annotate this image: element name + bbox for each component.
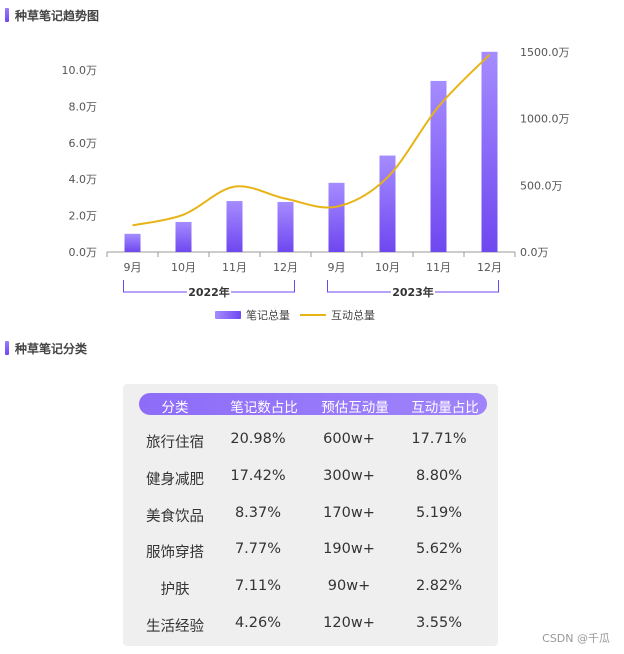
bar-notes-3 — [277, 201, 294, 252]
cell-est-interaction: 600w+ — [323, 431, 375, 447]
cell-category: 生活经验 — [146, 619, 204, 635]
title-accent-bar — [5, 341, 9, 355]
cell-interaction-share: 3.55% — [415, 615, 463, 631]
y-right-tick-label: 500.0万 — [520, 179, 563, 192]
cell-category: 健身减肥 — [146, 472, 204, 488]
header-category: 分类 — [161, 400, 189, 416]
cell-note-share: 7.11% — [234, 578, 282, 594]
cell-category: 护肤 — [160, 582, 190, 598]
cell-note-share: 4.26% — [234, 615, 282, 631]
cell-est-interaction: 90w+ — [327, 578, 371, 594]
legend-label-interaction: 互动总量 — [331, 308, 375, 322]
cell-note-share: 8.37% — [234, 505, 282, 521]
bar-notes-4 — [328, 182, 345, 252]
group-label: 2022年 — [188, 285, 230, 299]
legend-label-notes: 笔记总量 — [246, 308, 290, 322]
cell-interaction-share: 5.62% — [415, 541, 463, 557]
cell-interaction-share: 2.82% — [415, 578, 463, 594]
table-row: 服饰穿搭 7.77% 190w+ 5.62% — [123, 541, 498, 561]
y-right-tick-label: 0.0万 — [520, 246, 549, 259]
y-right-tick-label: 1500.0万 — [520, 46, 570, 59]
bar-notes-7 — [481, 51, 498, 252]
y-right-tick-label: 1000.0万 — [520, 113, 570, 126]
group-label-bg — [187, 285, 231, 299]
table-row: 旅行住宿 20.98% 600w+ 17.71% — [123, 431, 498, 451]
bar-notes-2 — [226, 201, 243, 252]
bar-notes-0 — [124, 233, 141, 252]
x-tick-label: 11月 — [426, 261, 451, 274]
legend-swatch-bar — [215, 311, 241, 319]
cell-note-share: 7.77% — [234, 541, 282, 557]
x-tick-label: 11月 — [222, 261, 247, 274]
title-accent-bar — [5, 8, 9, 22]
cell-est-interaction: 300w+ — [323, 468, 375, 484]
category-section-title: 种草笔记分类 — [5, 340, 87, 356]
category-title-text: 种草笔记分类 — [15, 341, 88, 356]
trend-chart: 0.0万 2.0万 4.0万 6.0万 8.0万 10.0万 0.0万 500.0万 1000.… — [62, 46, 570, 322]
x-tick-label: 10月 — [171, 261, 196, 274]
cell-category: 美食饮品 — [146, 509, 204, 525]
cell-note-share: 20.98% — [230, 431, 286, 447]
cell-interaction-share: 5.19% — [415, 505, 463, 521]
cell-interaction-share: 8.80% — [415, 468, 463, 484]
table-header: 分类 笔记数占比 预估互动量 互动量占比 — [139, 393, 487, 416]
y-left-tick-label: 8.0万 — [69, 100, 98, 113]
category-table: 分类 笔记数占比 预估互动量 互动量占比 旅行住宿 20.98% 600w+ 1… — [123, 384, 498, 646]
trend-section-title: 种草笔记趋势图 — [5, 7, 99, 23]
group-label: 2023年 — [392, 285, 434, 299]
x-tick-label: 9月 — [124, 261, 142, 274]
bar-notes-5 — [379, 155, 396, 252]
y-left-tick-label: 4.0万 — [69, 173, 98, 186]
x-tick-label: 12月 — [273, 261, 298, 274]
cell-category: 服饰穿搭 — [146, 545, 204, 561]
watermark: CSDN @千瓜 — [542, 632, 610, 645]
cell-note-share: 17.42% — [230, 468, 286, 484]
header-est-interaction: 预估互动量 — [321, 400, 389, 416]
table-row: 健身减肥 17.42% 300w+ 8.80% — [123, 468, 498, 488]
cell-interaction-share: 17.71% — [411, 431, 467, 447]
y-left-tick-label: 10.0万 — [62, 64, 98, 77]
x-tick-label: 12月 — [477, 261, 502, 274]
cell-est-interaction: 170w+ — [323, 505, 375, 521]
x-tick-label: 10月 — [375, 261, 400, 274]
y-left-tick-label: 6.0万 — [69, 137, 98, 150]
table-row: 生活经验 4.26% 120w+ 3.55% — [123, 615, 498, 635]
line-interaction-total — [132, 53, 491, 227]
cell-est-interaction: 120w+ — [323, 615, 375, 631]
group-label-bg — [391, 285, 435, 299]
y-left-tick-label: 2.0万 — [69, 210, 98, 223]
cell-est-interaction: 190w+ — [323, 541, 375, 557]
header-interaction-share: 互动量占比 — [411, 400, 479, 416]
cell-category: 旅行住宿 — [146, 435, 204, 451]
y-left-tick-label: 0.0万 — [69, 246, 98, 259]
trend-title-text: 种草笔记趋势图 — [15, 8, 100, 23]
x-tick-label: 9月 — [328, 261, 346, 274]
header-note-share: 笔记数占比 — [230, 400, 298, 416]
table-row: 美食饮品 8.37% 170w+ 5.19% — [123, 505, 498, 525]
bar-notes-6 — [430, 80, 447, 252]
table-row: 护肤 7.11% 90w+ 2.82% — [123, 578, 498, 598]
bar-notes-1 — [175, 221, 192, 252]
